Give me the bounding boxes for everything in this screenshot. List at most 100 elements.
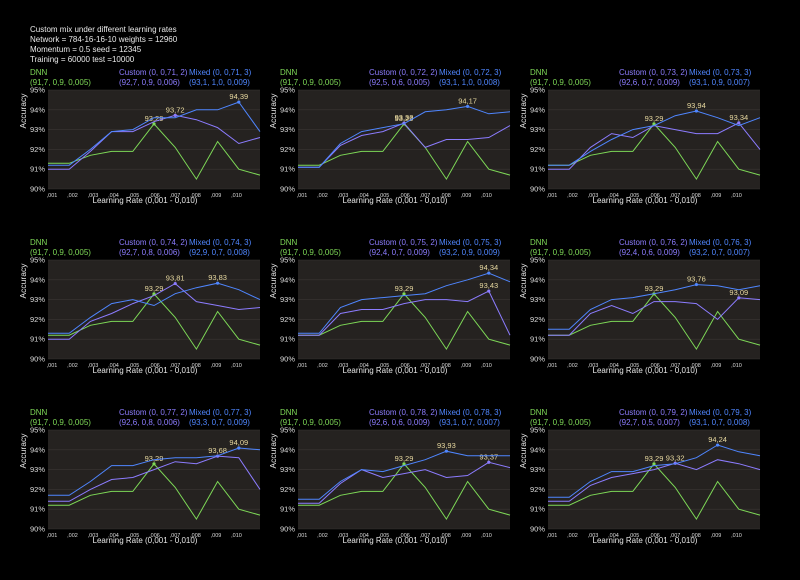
y-tick-label: 93% [530, 295, 545, 304]
legend-custom: Custom (0, 0,73, 2) [619, 68, 688, 77]
plot-area [298, 90, 510, 189]
peak-marker-mixed [444, 449, 448, 453]
x-tick-label: ,006 [149, 363, 160, 369]
legend-dnn: DNN [280, 68, 298, 77]
legend-mixed: Mixed (0, 0,79, 3) [689, 408, 752, 417]
legend-dnn: DNN [280, 238, 298, 247]
y-tick-label: 94% [30, 105, 45, 114]
figure-header: Custom mix under different learning rate… [30, 25, 177, 65]
legend-mixed-params: (93,1, 0,7, 0,008) [689, 418, 750, 427]
series-line-mixed [298, 105, 511, 168]
x-tick-label: ,002 [67, 533, 78, 539]
y-axis-label: Accuracy [518, 433, 528, 469]
chart-svg: 90% 91% 92% 93% 94% 95% ,001 ,002 ,003 ,004 ,005 ,0… [280, 426, 511, 539]
y-tick-label: 94% [530, 105, 545, 114]
x-tick-label: ,008 [190, 363, 201, 369]
peak-marker-dnn [652, 122, 656, 126]
peak-label-custom: 93,72 [166, 105, 185, 114]
legend-mixed-params: (93,1, 0,9, 0,007) [689, 78, 750, 87]
legend-custom: Custom (0, 0,71, 2) [119, 68, 188, 77]
y-tick-label: 91% [530, 505, 545, 514]
peak-label-dnn: 93,29 [395, 114, 414, 123]
plot-area [48, 90, 260, 189]
y-tick-label: 95% [30, 426, 45, 435]
x-tick-label: ,008 [690, 533, 701, 539]
y-tick-label: 91% [280, 335, 295, 344]
legend-dnn-params: (91,7, 0,9, 0,005) [530, 418, 591, 427]
x-tick-label: ,003 [338, 193, 349, 199]
y-tick-label: 94% [280, 275, 295, 284]
legend-dnn-params: (91,7, 0,9, 0,005) [530, 78, 591, 87]
chart-svg: 90% 91% 92% 93% 94% 95% ,001 ,002 ,003 ,004 ,005 ,0… [30, 86, 261, 199]
y-axis-label: Accuracy [18, 433, 28, 469]
y-tick-label: 93% [280, 295, 295, 304]
legend-custom-params: (92,5, 0,6, 0,005) [369, 78, 430, 87]
y-tick-label: 94% [30, 445, 45, 454]
series-line-mixed [548, 110, 761, 166]
y-tick-label: 91% [280, 165, 295, 174]
peak-marker-custom [173, 113, 177, 117]
y-tick-label: 92% [530, 315, 545, 324]
x-tick-label: ,009 [211, 193, 222, 199]
legend-custom: Custom (0, 0,76, 2) [619, 238, 688, 247]
peak-label-mixed: 94,24 [708, 435, 727, 444]
x-tick-label: ,002 [67, 363, 78, 369]
x-tick-label: ,008 [190, 533, 201, 539]
legend-mixed-params: (92,9, 0,7, 0,008) [189, 248, 250, 257]
chart-svg: 90% 91% 92% 93% 94% 95% ,001 ,002 ,003 ,004 ,005 ,0… [280, 256, 511, 369]
legend-dnn-params: (91,7, 0,9, 0,005) [30, 418, 91, 427]
series-line-mixed [298, 272, 511, 334]
legend-dnn-params: (91,7, 0,9, 0,005) [280, 418, 341, 427]
x-tick-label: ,006 [399, 533, 410, 539]
x-tick-label: ,007 [670, 363, 681, 369]
peak-label-dnn: 93,29 [145, 114, 164, 123]
y-tick-label: 95% [280, 256, 295, 265]
x-tick-label: ,003 [88, 533, 99, 539]
legend-custom: Custom (0, 0,72, 2) [369, 68, 438, 77]
x-tick-label: ,001 [547, 363, 558, 369]
series-line-custom [48, 114, 261, 170]
legend-custom-params: (92,7, 0,8, 0,006) [119, 248, 180, 257]
x-tick-label: ,009 [211, 533, 222, 539]
x-tick-label: ,007 [420, 363, 431, 369]
legend-mixed: Mixed (0, 0,71, 3) [189, 68, 252, 77]
x-tick-label: ,006 [399, 193, 410, 199]
y-tick-label: 90% [530, 525, 545, 534]
legend-mixed: Mixed (0, 0,77, 3) [189, 408, 252, 417]
x-tick-label: ,007 [420, 193, 431, 199]
legend-custom-params: (92,6, 0,7, 0,009) [619, 78, 680, 87]
x-tick-label: ,009 [711, 533, 722, 539]
x-axis-label: Learning Rate (0,001 - 0,010) [342, 196, 448, 205]
y-tick-label: 92% [280, 485, 295, 494]
legend-custom: Custom (0, 0,77, 2) [119, 408, 188, 417]
x-tick-label: ,006 [399, 363, 410, 369]
x-tick-label: ,006 [149, 533, 160, 539]
y-tick-label: 90% [280, 185, 295, 194]
legend-dnn-params: (91,7, 0,9, 0,005) [280, 248, 341, 257]
y-axis-label: Accuracy [268, 93, 278, 129]
x-axis-label: Learning Rate (0,001 - 0,010) [92, 536, 198, 545]
chart-svg: 90% 91% 92% 93% 94% 95% ,001 ,002 ,003 ,004 ,005 ,0… [280, 86, 511, 199]
legend-dnn: DNN [530, 68, 548, 77]
x-tick-label: ,008 [690, 193, 701, 199]
x-tick-label: ,008 [690, 363, 701, 369]
x-tick-label: ,007 [670, 193, 681, 199]
y-tick-label: 90% [30, 185, 45, 194]
x-axis-label: Learning Rate (0,001 - 0,010) [592, 536, 698, 545]
peak-label-mixed: 94,39 [229, 92, 248, 101]
x-axis-label: Learning Rate (0,001 - 0,010) [592, 366, 698, 375]
x-axis-label: Learning Rate (0,001 - 0,010) [592, 196, 698, 205]
y-tick-label: 95% [530, 256, 545, 265]
peak-marker-custom [487, 289, 491, 293]
y-axis-label: Accuracy [18, 263, 28, 299]
series-line-custom [548, 297, 761, 336]
series-line-custom [48, 455, 261, 502]
plot-area [548, 90, 760, 189]
x-tick-label: ,003 [88, 193, 99, 199]
peak-label-custom: 93,33 [395, 113, 414, 122]
legend-custom-params: (92,4, 0,7, 0,009) [369, 248, 430, 257]
legend-custom: Custom (0, 0,74, 2) [119, 238, 188, 247]
chart-panel: DNN (91,7, 0,9, 0,005) Custom (0, 0,78, 2)… [268, 408, 511, 548]
x-tick-label: ,001 [47, 193, 58, 199]
x-tick-label: ,010 [231, 193, 242, 199]
